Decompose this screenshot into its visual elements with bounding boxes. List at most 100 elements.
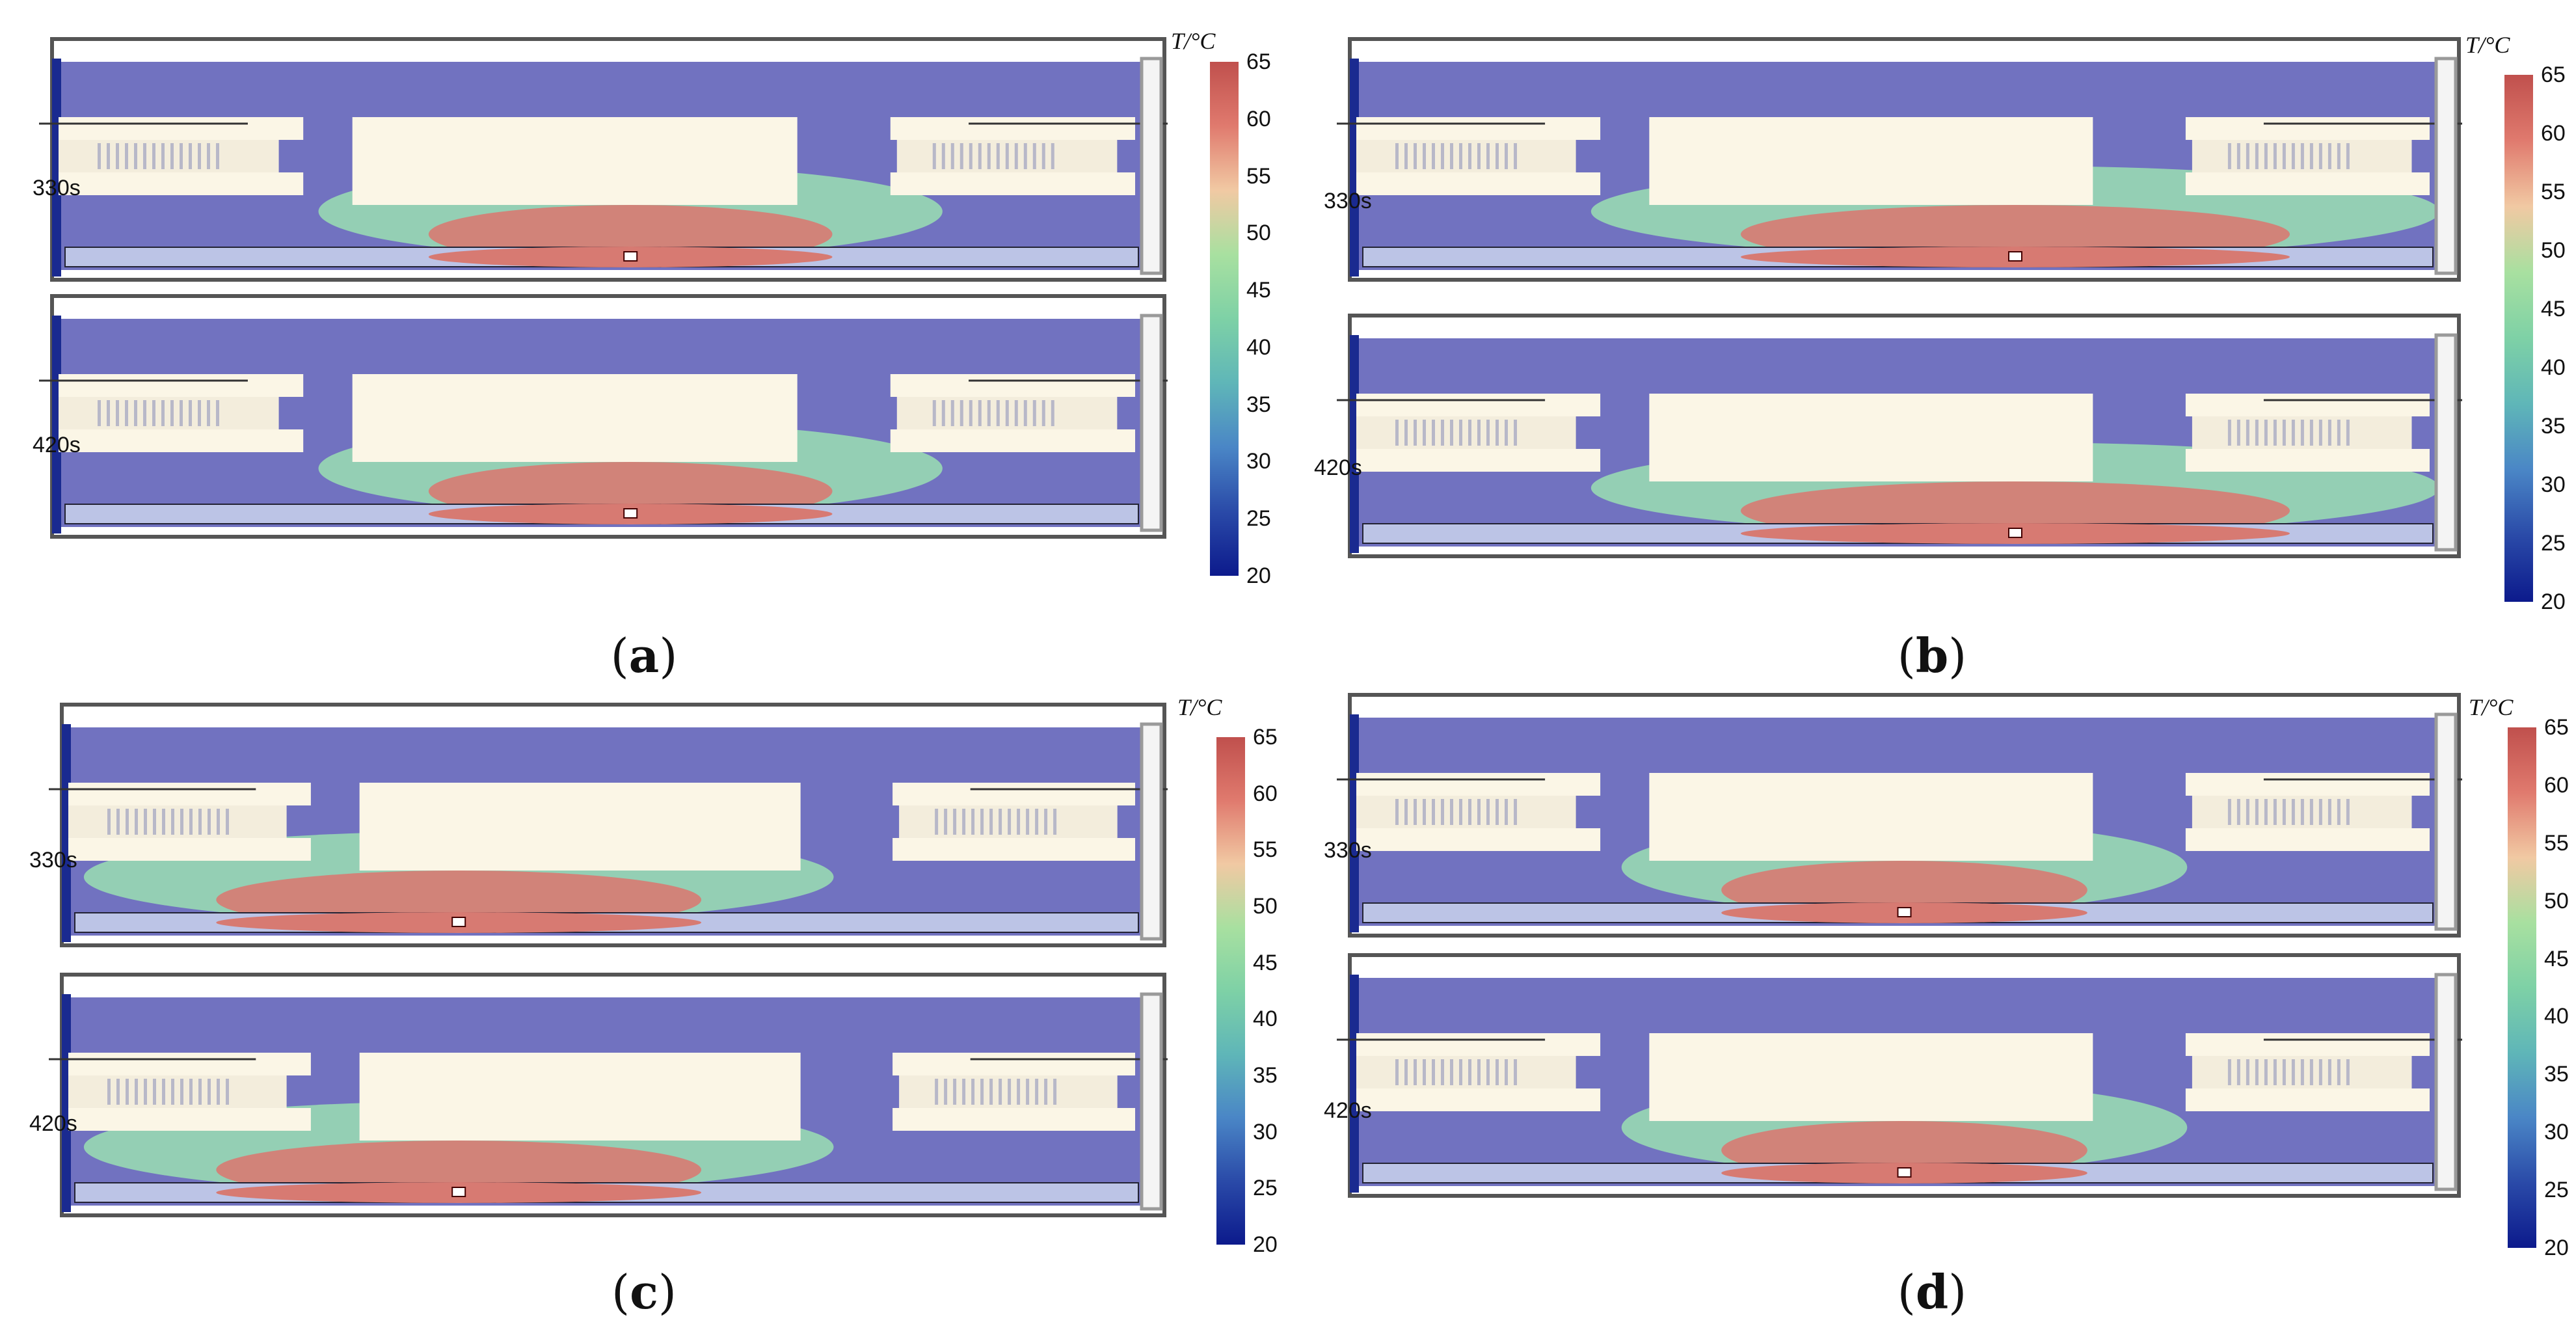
fin-left: [198, 143, 201, 169]
fin-left: [1423, 1059, 1426, 1085]
fin-right: [2291, 420, 2295, 446]
panel-c: 330s 420s T/°C (c) 65 60 55 50 45 40 35 30 25 20: [0, 662, 1288, 1324]
fin-left: [1486, 143, 1490, 169]
fin-right: [989, 1079, 993, 1105]
fin-right: [2282, 1059, 2286, 1085]
fin-left: [1514, 143, 1517, 169]
colorbar: [2504, 75, 2533, 602]
left-chamber-bottom: [59, 172, 304, 195]
fin-right: [932, 143, 936, 169]
colorbar-title: T/°C: [2465, 32, 2510, 58]
fin-right: [2255, 799, 2259, 825]
fin-left: [153, 809, 156, 835]
colorbar-tick-label: 40: [2541, 355, 2566, 380]
fin-left: [152, 143, 155, 169]
fin-right: [2318, 799, 2322, 825]
fin-left: [189, 143, 192, 169]
fin-right: [1041, 400, 1045, 426]
fin-left: [143, 400, 146, 426]
fin-left: [116, 143, 119, 169]
fin-left: [208, 809, 211, 835]
colorbar-tick-label: 45: [2541, 297, 2566, 321]
domain-row: [1337, 314, 2462, 558]
fin-left: [135, 809, 138, 835]
fin-left: [180, 809, 183, 835]
domain-row: [1337, 37, 2462, 282]
left-chamber-fill: [1356, 140, 1576, 172]
fin-left: [180, 400, 183, 426]
fin-left: [1404, 420, 1408, 446]
fin-left: [1477, 1059, 1481, 1085]
time-label-top: 330s: [1324, 838, 1372, 863]
left-chamber-top: [1356, 117, 1601, 140]
fin-left: [116, 1079, 120, 1105]
panel-caption: (b): [1897, 628, 1967, 683]
fin-right: [2264, 143, 2268, 169]
colorbar-tick-label: 50: [1253, 894, 1278, 919]
fin-right: [2309, 143, 2313, 169]
domain-row: [49, 973, 1168, 1217]
time-label-bottom: 420s: [29, 1111, 77, 1136]
fin-left: [189, 400, 192, 426]
colorbar-tick-label: 50: [2541, 238, 2566, 263]
fin-left: [161, 143, 165, 169]
fin-right: [959, 400, 963, 426]
fin-left: [189, 809, 193, 835]
fin-left: [1514, 420, 1517, 446]
right-column: [2434, 333, 2458, 552]
colorbar-tick-label: 55: [1253, 837, 1278, 863]
fin-right: [2328, 420, 2331, 446]
fin-right: [1044, 809, 1048, 835]
fin-left: [1450, 420, 1453, 446]
fin-right: [959, 143, 963, 169]
fin-left: [1423, 799, 1426, 825]
fin-right: [2255, 143, 2259, 169]
fin-right: [1017, 1079, 1021, 1105]
left-chamber-bottom: [1356, 828, 1601, 851]
left-chamber-top: [1356, 1033, 1601, 1056]
fin-right: [1026, 1079, 1030, 1105]
panel-caption: (a): [610, 628, 678, 683]
colorbar-tick-label: 45: [2544, 946, 2569, 971]
fin-right: [2346, 420, 2350, 446]
fin-right: [2255, 420, 2259, 446]
fin-right: [1051, 143, 1054, 169]
fin-right: [971, 809, 975, 835]
fin-left: [125, 400, 128, 426]
fin-right: [999, 809, 1002, 835]
fin-left: [1459, 1059, 1462, 1085]
fin-right: [2282, 420, 2286, 446]
fin-left: [1432, 1059, 1435, 1085]
right-chamber-top: [2185, 1033, 2430, 1056]
fin-left: [144, 1079, 147, 1105]
fin-right: [1023, 400, 1027, 426]
fin-right: [978, 143, 982, 169]
fin-right: [1005, 400, 1009, 426]
colorbar-title: T/°C: [2469, 694, 2514, 720]
fin-left: [217, 809, 220, 835]
fin-right: [2273, 420, 2277, 446]
colorbar-tick-label: 55: [1246, 163, 1271, 189]
fin-left: [208, 1079, 211, 1105]
fin-left: [1395, 420, 1399, 446]
panel-c-diagram: [49, 703, 1245, 1245]
fin-right: [2282, 143, 2286, 169]
fin-left: [1395, 1059, 1399, 1085]
fin-right: [2246, 420, 2249, 446]
fin-right: [1053, 1079, 1057, 1105]
fin-right: [950, 143, 954, 169]
fin-right: [1032, 143, 1036, 169]
central-block: [359, 1053, 801, 1141]
panel-caption: (c): [611, 1264, 677, 1319]
fin-left: [1432, 799, 1435, 825]
fin-left: [1477, 420, 1481, 446]
fin-right: [1026, 809, 1030, 835]
fin-right: [2337, 1059, 2341, 1085]
colorbar-tick-label: 20: [2544, 1236, 2569, 1260]
panel-b: 330s 420s T/°C (b) 65 60 55 50 45 40 35 30 25 20: [1288, 0, 2576, 683]
left-chamber-fill: [1356, 1056, 1576, 1088]
fin-right: [996, 143, 1000, 169]
fin-right: [2318, 420, 2322, 446]
left-edge: [52, 59, 61, 277]
domain-row: [1337, 693, 2462, 938]
